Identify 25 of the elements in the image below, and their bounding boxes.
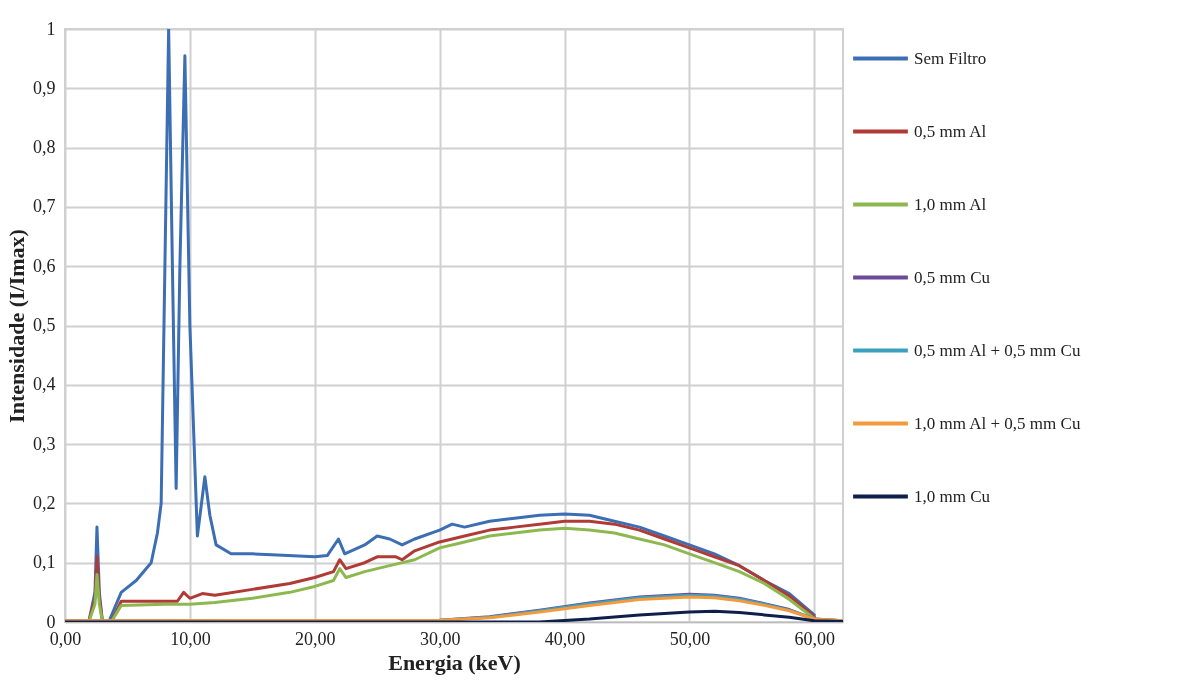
y-tick-label: 0,6 xyxy=(33,255,56,276)
legend-label: 1,0 mm Cu xyxy=(914,486,991,506)
y-tick-label: 0,2 xyxy=(33,492,56,513)
x-tick-label: 20,00 xyxy=(295,628,336,649)
y-tick-label: 0,4 xyxy=(33,374,56,395)
y-tick-label: 0,8 xyxy=(33,137,56,158)
x-tick-label: 10,00 xyxy=(170,628,211,649)
x-tick-label: 40,00 xyxy=(544,628,586,649)
x-axis-title: Energia (keV) xyxy=(388,649,521,675)
legend-label: 0,5 mm Cu xyxy=(914,267,991,287)
legend-label: 0,5 mm Al xyxy=(914,121,987,141)
x-tick-label: 60,00 xyxy=(794,628,836,649)
legend-label: Sem Filtro xyxy=(914,48,987,68)
y-tick-label: 1 xyxy=(46,18,56,39)
legend-label: 1,0 mm Al + 0,5 mm Cu xyxy=(914,413,1081,433)
legend-label: 0,5 mm Al + 0,5 mm Cu xyxy=(914,340,1081,360)
x-tick-label: 50,00 xyxy=(669,628,711,649)
y-axis-title: Intensidade (I/Imax) xyxy=(4,229,29,423)
y-tick-label: 0,7 xyxy=(33,196,56,217)
y-tick-label: 0,5 xyxy=(33,315,56,335)
y-tick-label: 0,9 xyxy=(33,77,56,98)
y-tick-label: 0,1 xyxy=(33,552,56,573)
x-tick-label: 30,00 xyxy=(419,628,461,649)
y-tick-label: 0,3 xyxy=(33,433,56,454)
legend-label: 1,0 mm Al xyxy=(914,194,987,214)
